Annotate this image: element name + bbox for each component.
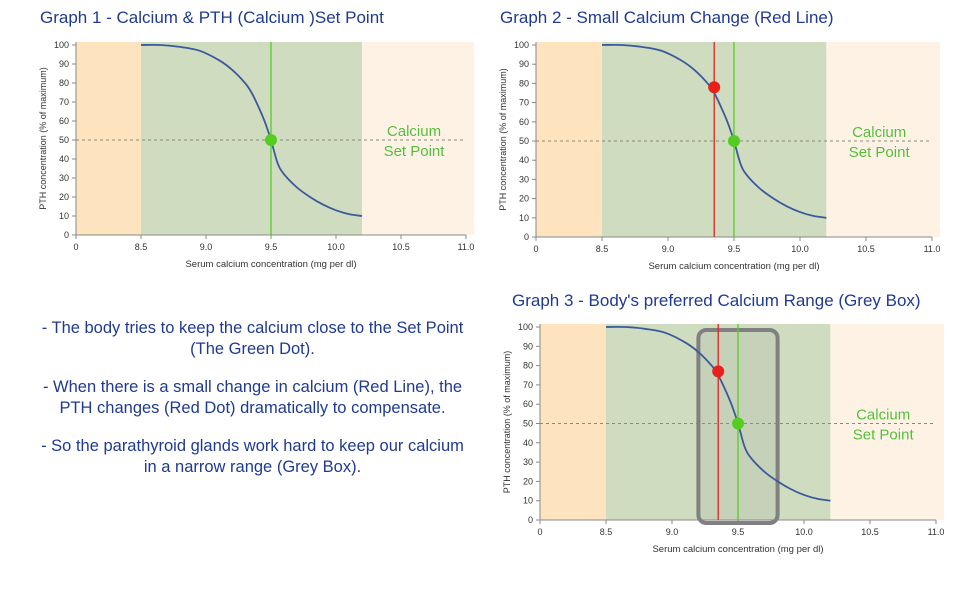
y-axis-label: PTH concentration (% of maximum): [38, 67, 48, 210]
x-axis-label: Serum calcium concentration (mg per dl): [648, 261, 819, 272]
y-tick-label: 90: [59, 59, 69, 69]
green-set-point-dot: [265, 134, 277, 146]
y-tick-label: 90: [519, 59, 529, 69]
x-tick-label: 10.0: [327, 242, 345, 252]
y-tick-label: 30: [519, 174, 529, 184]
y-tick-label: 20: [59, 192, 69, 202]
y-tick-label: 40: [519, 155, 529, 165]
y-tick-label: 100: [514, 40, 529, 50]
note-line: - So the parathyroid glands work hard to…: [41, 437, 464, 455]
y-tick-label: 70: [59, 97, 69, 107]
graph-2-title: Graph 2 - Small Calcium Change (Red Line…: [500, 8, 834, 27]
note-line: PTH changes (Red Dot) dramatically to co…: [59, 399, 446, 417]
y-tick-label: 50: [519, 136, 529, 146]
calcium-set-point-label: Set Point: [849, 144, 911, 161]
y-tick-label: 60: [59, 116, 69, 126]
y-tick-label: 0: [64, 230, 69, 240]
x-tick-label: 11.0: [928, 527, 945, 537]
x-tick-label: 11.0: [924, 244, 941, 254]
y-tick-label: 10: [59, 211, 69, 221]
x-tick-label: 9.0: [666, 527, 679, 537]
x-tick-label: 10.5: [861, 527, 879, 537]
y-tick-label: 80: [519, 78, 529, 88]
y-tick-label: 50: [523, 419, 533, 429]
green-set-point-dot: [728, 135, 740, 147]
x-tick-label: 9.5: [732, 527, 745, 537]
calcium-set-point-label: Set Point: [384, 143, 446, 160]
low-calcium-band: [536, 42, 602, 237]
y-axis-label: PTH concentration (% of maximum): [502, 351, 512, 494]
calcium-set-point-label: Set Point: [853, 427, 915, 444]
red-change-dot: [712, 365, 725, 378]
x-tick-label: 8.5: [135, 242, 148, 252]
x-tick-label: 10.0: [791, 244, 809, 254]
y-tick-label: 10: [519, 213, 529, 223]
x-tick-label: 9.5: [728, 244, 741, 254]
x-axis-label: Serum calcium concentration (mg per dl): [652, 544, 823, 555]
y-tick-label: 20: [519, 194, 529, 204]
y-tick-label: 100: [518, 322, 533, 332]
pth-curve: [140, 43, 363, 217]
y-tick-label: 60: [519, 117, 529, 127]
graph-3-title: Graph 3 - Body's preferred Calcium Range…: [512, 291, 921, 310]
x-axis-label: Serum calcium concentration (mg per dl): [185, 259, 356, 270]
note-set-point: - The body tries to keep the calcium clo…: [20, 318, 485, 360]
high-calcium-band: [830, 324, 944, 520]
y-tick-label: 80: [59, 78, 69, 88]
y-tick-label: 60: [523, 399, 533, 409]
x-tick-label: 0: [73, 242, 78, 252]
calcium-set-point-label: Calcium: [387, 123, 441, 140]
y-tick-label: 10: [523, 496, 533, 506]
y-tick-label: 90: [523, 341, 533, 351]
x-tick-label: 10.5: [857, 244, 875, 254]
x-tick-label: 0: [533, 244, 538, 254]
y-tick-label: 40: [523, 438, 533, 448]
y-tick-label: 0: [528, 515, 533, 525]
pth-curve: [601, 43, 827, 219]
calcium-set-point-label: Calcium: [856, 407, 910, 424]
note-small-change: - When there is a small change in calciu…: [20, 377, 485, 419]
note-narrow-range: - So the parathyroid glands work hard to…: [20, 436, 485, 478]
x-tick-label: 9.0: [200, 242, 213, 252]
x-tick-label: 9.0: [662, 244, 675, 254]
green-set-point-dot: [732, 417, 744, 430]
y-tick-label: 70: [523, 380, 533, 390]
normal-calcium-band: [141, 42, 362, 235]
note-line: - The body tries to keep the calcium clo…: [41, 319, 464, 337]
x-tick-label: 9.5: [265, 242, 278, 252]
explanation-notes: - The body tries to keep the calcium clo…: [20, 318, 485, 495]
high-calcium-band: [362, 42, 474, 235]
y-tick-label: 20: [523, 476, 533, 486]
y-tick-label: 30: [59, 173, 69, 183]
y-tick-label: 100: [54, 40, 69, 50]
y-axis-label: PTH concentration (% of maximum): [498, 68, 508, 211]
low-calcium-band: [540, 324, 606, 520]
note-line: in a narrow range (Grey Box).: [143, 458, 362, 476]
y-tick-label: 50: [59, 135, 69, 145]
pth-curve: [605, 325, 831, 502]
x-tick-label: 0: [537, 527, 542, 537]
low-calcium-band: [76, 42, 141, 235]
x-tick-label: 8.5: [600, 527, 613, 537]
y-tick-label: 30: [523, 457, 533, 467]
note-line: - When there is a small change in calciu…: [42, 378, 463, 396]
x-tick-label: 10.0: [795, 527, 813, 537]
x-tick-label: 11.0: [458, 242, 475, 252]
red-change-dot: [708, 81, 721, 94]
x-tick-label: 10.5: [392, 242, 410, 252]
y-tick-label: 80: [523, 361, 533, 371]
note-line: (The Green Dot).: [190, 340, 315, 358]
graph-1-title: Graph 1 - Calcium & PTH (Calcium )Set Po…: [40, 8, 384, 27]
calcium-set-point-label: Calcium: [852, 124, 906, 141]
x-tick-label: 8.5: [596, 244, 609, 254]
y-tick-label: 0: [524, 232, 529, 242]
y-tick-label: 40: [59, 154, 69, 164]
high-calcium-band: [826, 42, 940, 237]
y-tick-label: 70: [519, 98, 529, 108]
